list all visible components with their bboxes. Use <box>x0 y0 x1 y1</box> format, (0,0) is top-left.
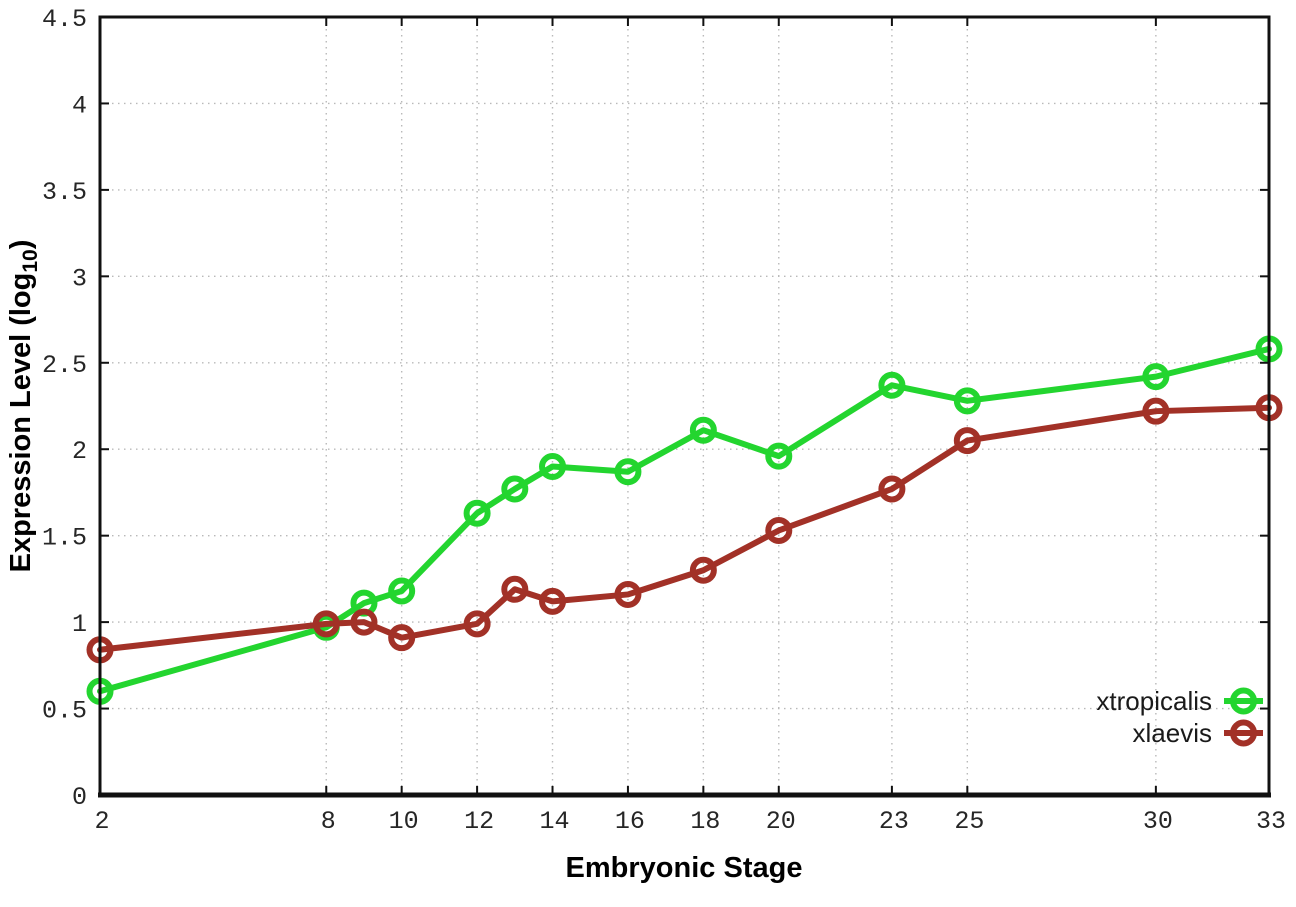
data-point <box>765 516 793 544</box>
y-tick-label: 1.5 <box>42 524 87 553</box>
data-point <box>539 587 567 615</box>
legend-entry-xlaevis: xlaevis <box>1133 718 1263 748</box>
data-point <box>689 556 717 584</box>
x-tick-label: 12 <box>464 807 494 836</box>
tick-labels: 2 8 10 12 14 16 18 20 23 25 30 33 0 0.5 1 1.5 2 2.5 3 3.5 4 4… <box>42 5 1286 836</box>
axes <box>98 15 1271 798</box>
legend-entry-xtropicalis: xtropicalis <box>1096 686 1263 716</box>
series-xtropicalis <box>86 335 1283 705</box>
gridlines <box>99 16 1270 796</box>
x-tick-label: 30 <box>1143 807 1173 836</box>
y-tick-label: 0 <box>72 783 87 812</box>
legend-label: xlaevis <box>1133 718 1212 748</box>
data-point <box>953 427 981 455</box>
x-tick-label: 14 <box>540 807 570 836</box>
legend-label: xtropicalis <box>1096 686 1212 716</box>
data-point <box>878 475 906 503</box>
y-tick-label: 1 <box>72 610 87 639</box>
legend-marker <box>1230 687 1257 715</box>
data-series <box>86 335 1283 705</box>
data-point <box>953 387 981 415</box>
data-point <box>388 577 416 605</box>
data-point <box>1142 397 1170 425</box>
series-line-xlaevis <box>97 404 1272 653</box>
y-axis-title: Expression Level (log10) <box>5 240 42 573</box>
data-point <box>765 442 793 470</box>
x-tick-label: 25 <box>954 807 984 836</box>
data-point <box>501 575 529 603</box>
x-tick-label: 2 <box>94 807 109 836</box>
y-tick-label: 3.5 <box>42 178 87 207</box>
plot-border <box>98 15 1271 797</box>
y-tick-label: 2.5 <box>42 351 87 380</box>
data-point <box>463 499 491 527</box>
y-tick-label: 0.5 <box>42 697 87 726</box>
x-tick-label: 18 <box>690 807 720 836</box>
y-axis-title-text: Expression Level (log10) <box>5 240 42 573</box>
data-point <box>463 610 491 638</box>
data-point <box>878 371 906 399</box>
x-tick-label: 33 <box>1256 807 1286 836</box>
series-xlaevis <box>86 394 1283 664</box>
y-tick-label: 4.5 <box>42 5 87 34</box>
data-point <box>312 610 340 638</box>
data-point <box>614 458 642 486</box>
data-point <box>614 580 642 608</box>
data-point <box>388 624 416 652</box>
legend-marker <box>1230 719 1257 747</box>
x-tick-label: 20 <box>766 807 796 836</box>
x-tick-label: 16 <box>615 807 645 836</box>
series-line-xtropicalis <box>97 345 1272 695</box>
data-point <box>539 453 567 481</box>
x-tick-label: 10 <box>389 807 419 836</box>
x-axis-title: Embryonic Stage <box>566 852 803 884</box>
y-tick-label: 3 <box>72 264 87 293</box>
y-tick-label: 2 <box>72 437 87 466</box>
y-tick-label: 4 <box>72 91 87 120</box>
x-tick-label: 8 <box>321 807 336 836</box>
data-point <box>689 416 717 444</box>
data-point <box>350 608 378 636</box>
data-point <box>501 475 529 503</box>
x-tick-label: 23 <box>879 807 909 836</box>
data-point <box>1142 363 1170 391</box>
